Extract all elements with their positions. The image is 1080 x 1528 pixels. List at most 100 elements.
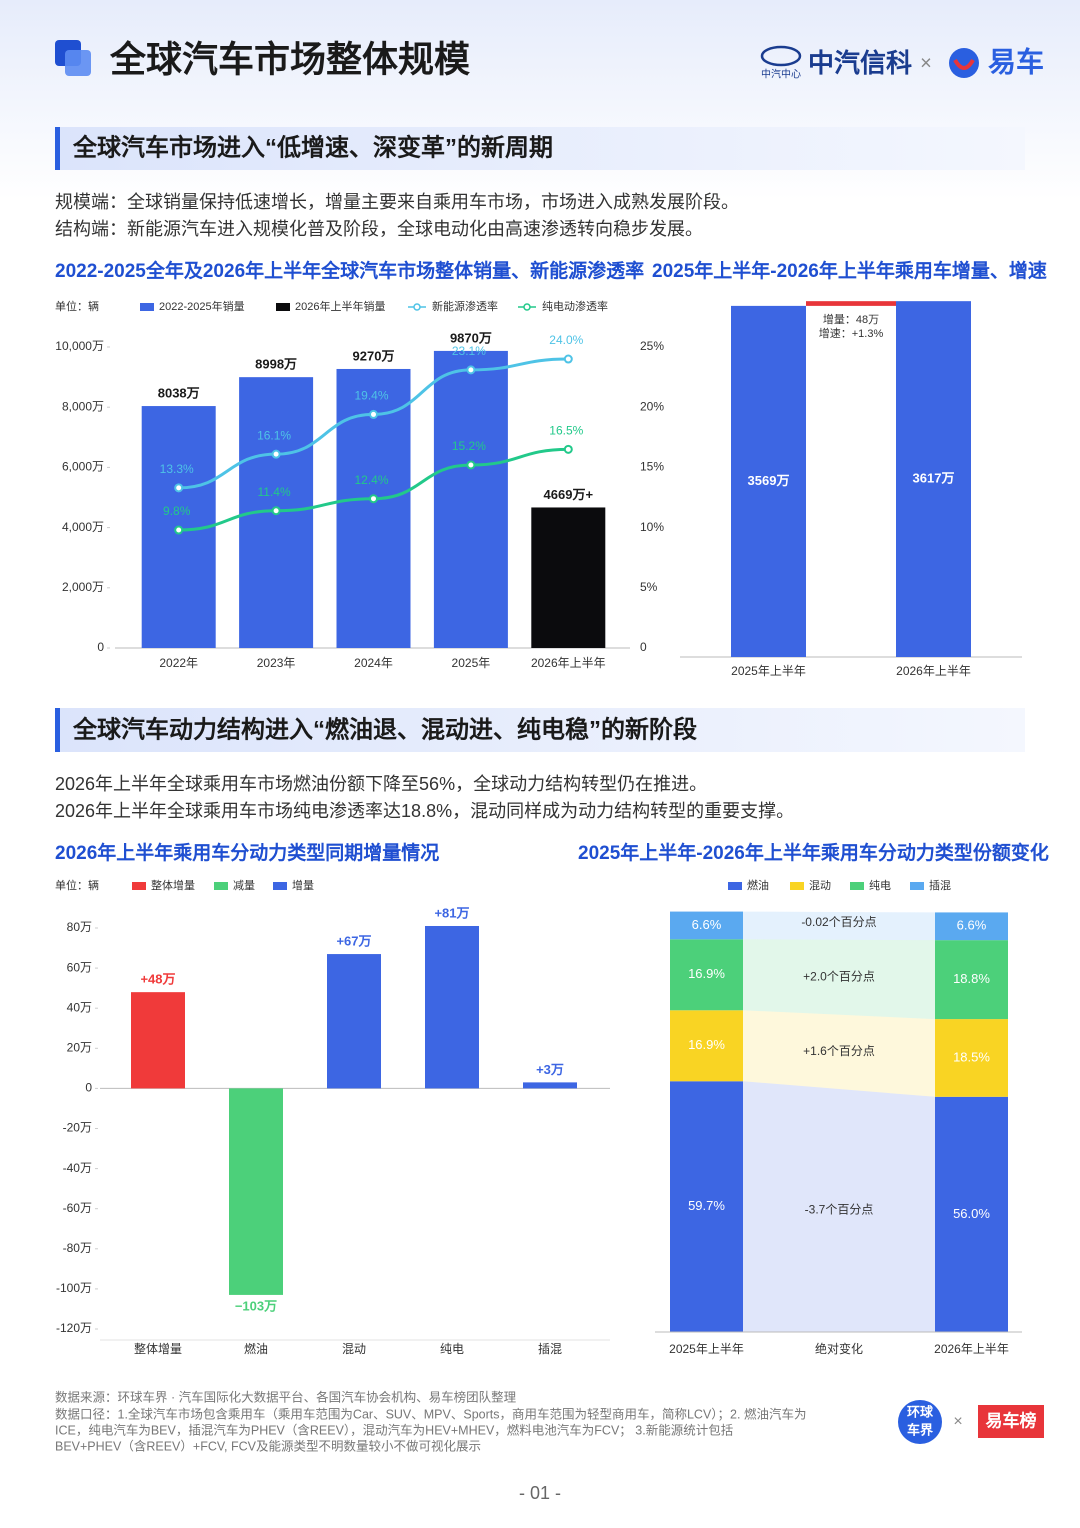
- line-point: [466, 365, 476, 375]
- y-tick-label: 60万: [67, 960, 92, 974]
- bar: [327, 954, 381, 1089]
- data-label: 59.7%: [688, 1198, 725, 1213]
- chart-title: 2025年上半年-2026年上半年乘用车分动力类型份额变化: [578, 841, 1049, 864]
- line-point: [369, 494, 378, 504]
- line-point: [174, 483, 184, 493]
- times: ×: [920, 52, 932, 74]
- data-label: 11.4%: [258, 485, 291, 499]
- x-tick-label: 2026年上半年: [896, 664, 971, 678]
- increment-bar: [806, 301, 896, 306]
- data-label: 13.3%: [160, 462, 194, 476]
- page-title: 全球汽车市场整体规模: [109, 39, 470, 80]
- x-tick-label: 混动: [342, 1342, 366, 1356]
- bar: [229, 1088, 283, 1295]
- bar-segment: [935, 912, 1008, 941]
- line-point: [563, 444, 573, 454]
- legend-label: 纯电: [869, 879, 891, 892]
- legend-symbol: [910, 882, 924, 890]
- bar: [425, 925, 479, 1089]
- bar: [531, 507, 606, 648]
- bar: [131, 992, 185, 1089]
- x-tick-label: 插混: [538, 1342, 562, 1356]
- x-tick-label: 燃油: [244, 1341, 268, 1356]
- data-label: 23.1%: [452, 344, 486, 358]
- partner-logo-icon: [760, 45, 802, 67]
- source: 数据来源：环球车界 · 汽车国际化大数据平台、各国汽车协会机构、易车榜团队整理: [55, 1389, 517, 1404]
- y2-tick-label: 25%: [640, 339, 664, 353]
- line-point: [271, 506, 281, 516]
- legend-label: 燃油: [747, 878, 769, 892]
- data-label: 16.1%: [257, 428, 291, 442]
- legend-label: 新能源渗透率: [432, 299, 498, 313]
- data-label: 9.8%: [163, 504, 191, 518]
- y-tick-label: -40万: [63, 1161, 92, 1175]
- y2-tick-label: 10%: [640, 520, 664, 534]
- y-tick-label: -20万: [63, 1121, 92, 1135]
- legend-label: 减量: [233, 879, 255, 892]
- change-label: -0.02个百分点: [801, 915, 876, 929]
- body-text: 规模端：全球销量保持低速增长，增量主要来自乘用车市场，市场进入成熟发展阶段。: [55, 192, 739, 212]
- legend-symbol: [728, 882, 742, 890]
- data-label: 8038万: [158, 385, 200, 400]
- data-label: 56.0%: [953, 1206, 990, 1221]
- footer-logo: 车界: [907, 1422, 933, 1437]
- footer-logo: 易车榜: [986, 1410, 1037, 1430]
- x-tick-label: 绝对变化: [815, 1341, 863, 1356]
- legend-symbol: [132, 882, 146, 890]
- legend-label: 增量: [292, 878, 314, 892]
- share-ribbon: [743, 1081, 935, 1332]
- x-tick-label: 纯电: [440, 1342, 464, 1356]
- annotation: 增速：+1.3%: [819, 326, 884, 340]
- partner-logo: 易车: [988, 45, 1044, 77]
- unit-label: 单位：辆: [55, 878, 99, 892]
- x-tick-label: 2026年上半年: [531, 656, 606, 670]
- legend-symbol: [276, 303, 290, 311]
- y-tick-label: 2,000万: [62, 580, 104, 594]
- data-label: 4669万+: [544, 487, 594, 502]
- data-label: 6.6%: [692, 917, 722, 932]
- y2-tick-label: 0: [640, 640, 647, 654]
- footer-logo-icon: [898, 1400, 942, 1444]
- y-tick-label: 80万: [67, 920, 92, 934]
- section-heading-bg: [55, 708, 1025, 752]
- page-number: - 01 -: [519, 1483, 561, 1503]
- chart-title: 2022-2025全年及2026年上半年全球汽车市场整体销量、新能源渗透率: [55, 259, 644, 282]
- note: ICE，纯电汽车为BEV，插混汽车为PHEV（含REEV），混动汽车为HEV+M…: [55, 1422, 733, 1437]
- partner-logo-icon: [953, 58, 975, 70]
- data-label: +48万: [140, 972, 175, 987]
- legend-label: 2022-2025年销量: [159, 299, 245, 313]
- x-tick-label: 2026年上半年: [934, 1342, 1009, 1356]
- data-label: 16.9%: [688, 1037, 725, 1052]
- data-label: 6.6%: [957, 918, 987, 933]
- share-ribbon: [743, 939, 935, 1020]
- y-tick-label: 10,000万: [55, 339, 104, 353]
- bar: [433, 350, 508, 648]
- x-tick-label: 2022年: [159, 656, 198, 670]
- y-tick-label: -80万: [63, 1241, 92, 1255]
- y2-tick-label: 20%: [640, 399, 664, 413]
- data-label: 19.4%: [354, 389, 388, 403]
- note: BEV+PHEV（含REEV）+FCV, FCV及能源类型不明数量较小不做可视化…: [55, 1438, 481, 1453]
- partner-sub: 中汽中心: [761, 68, 801, 81]
- section-heading: 全球汽车市场进入“低增速、深变革”的新周期: [72, 133, 553, 161]
- bar-segment: [935, 1019, 1008, 1097]
- legend-symbol: [214, 882, 228, 890]
- partner-logo: 中汽信科: [808, 48, 912, 78]
- line-point: [369, 409, 378, 419]
- section-heading-bg: [55, 127, 1025, 170]
- partner-logo-icon: [949, 48, 979, 78]
- legend-symbol: [523, 303, 531, 311]
- legend-symbol: [140, 303, 154, 311]
- bar-segment: [670, 939, 743, 1011]
- body-text: 2026年上半年全球乘用车市场燃油份额下降至56%，全球动力结构转型仍在推进。: [55, 774, 707, 794]
- y-tick-label: 40万: [67, 1000, 92, 1014]
- data-label: 3569万: [748, 473, 790, 488]
- bar-segment: [935, 1096, 1008, 1332]
- data-label: 15.2%: [452, 439, 486, 453]
- y-tick-label: 6,000万: [62, 460, 104, 474]
- bar-segment: [935, 940, 1008, 1020]
- legend-label: 纯电动渗透率: [542, 299, 608, 313]
- legend-label: 整体增量: [151, 878, 195, 892]
- section-heading-accent: [55, 127, 60, 170]
